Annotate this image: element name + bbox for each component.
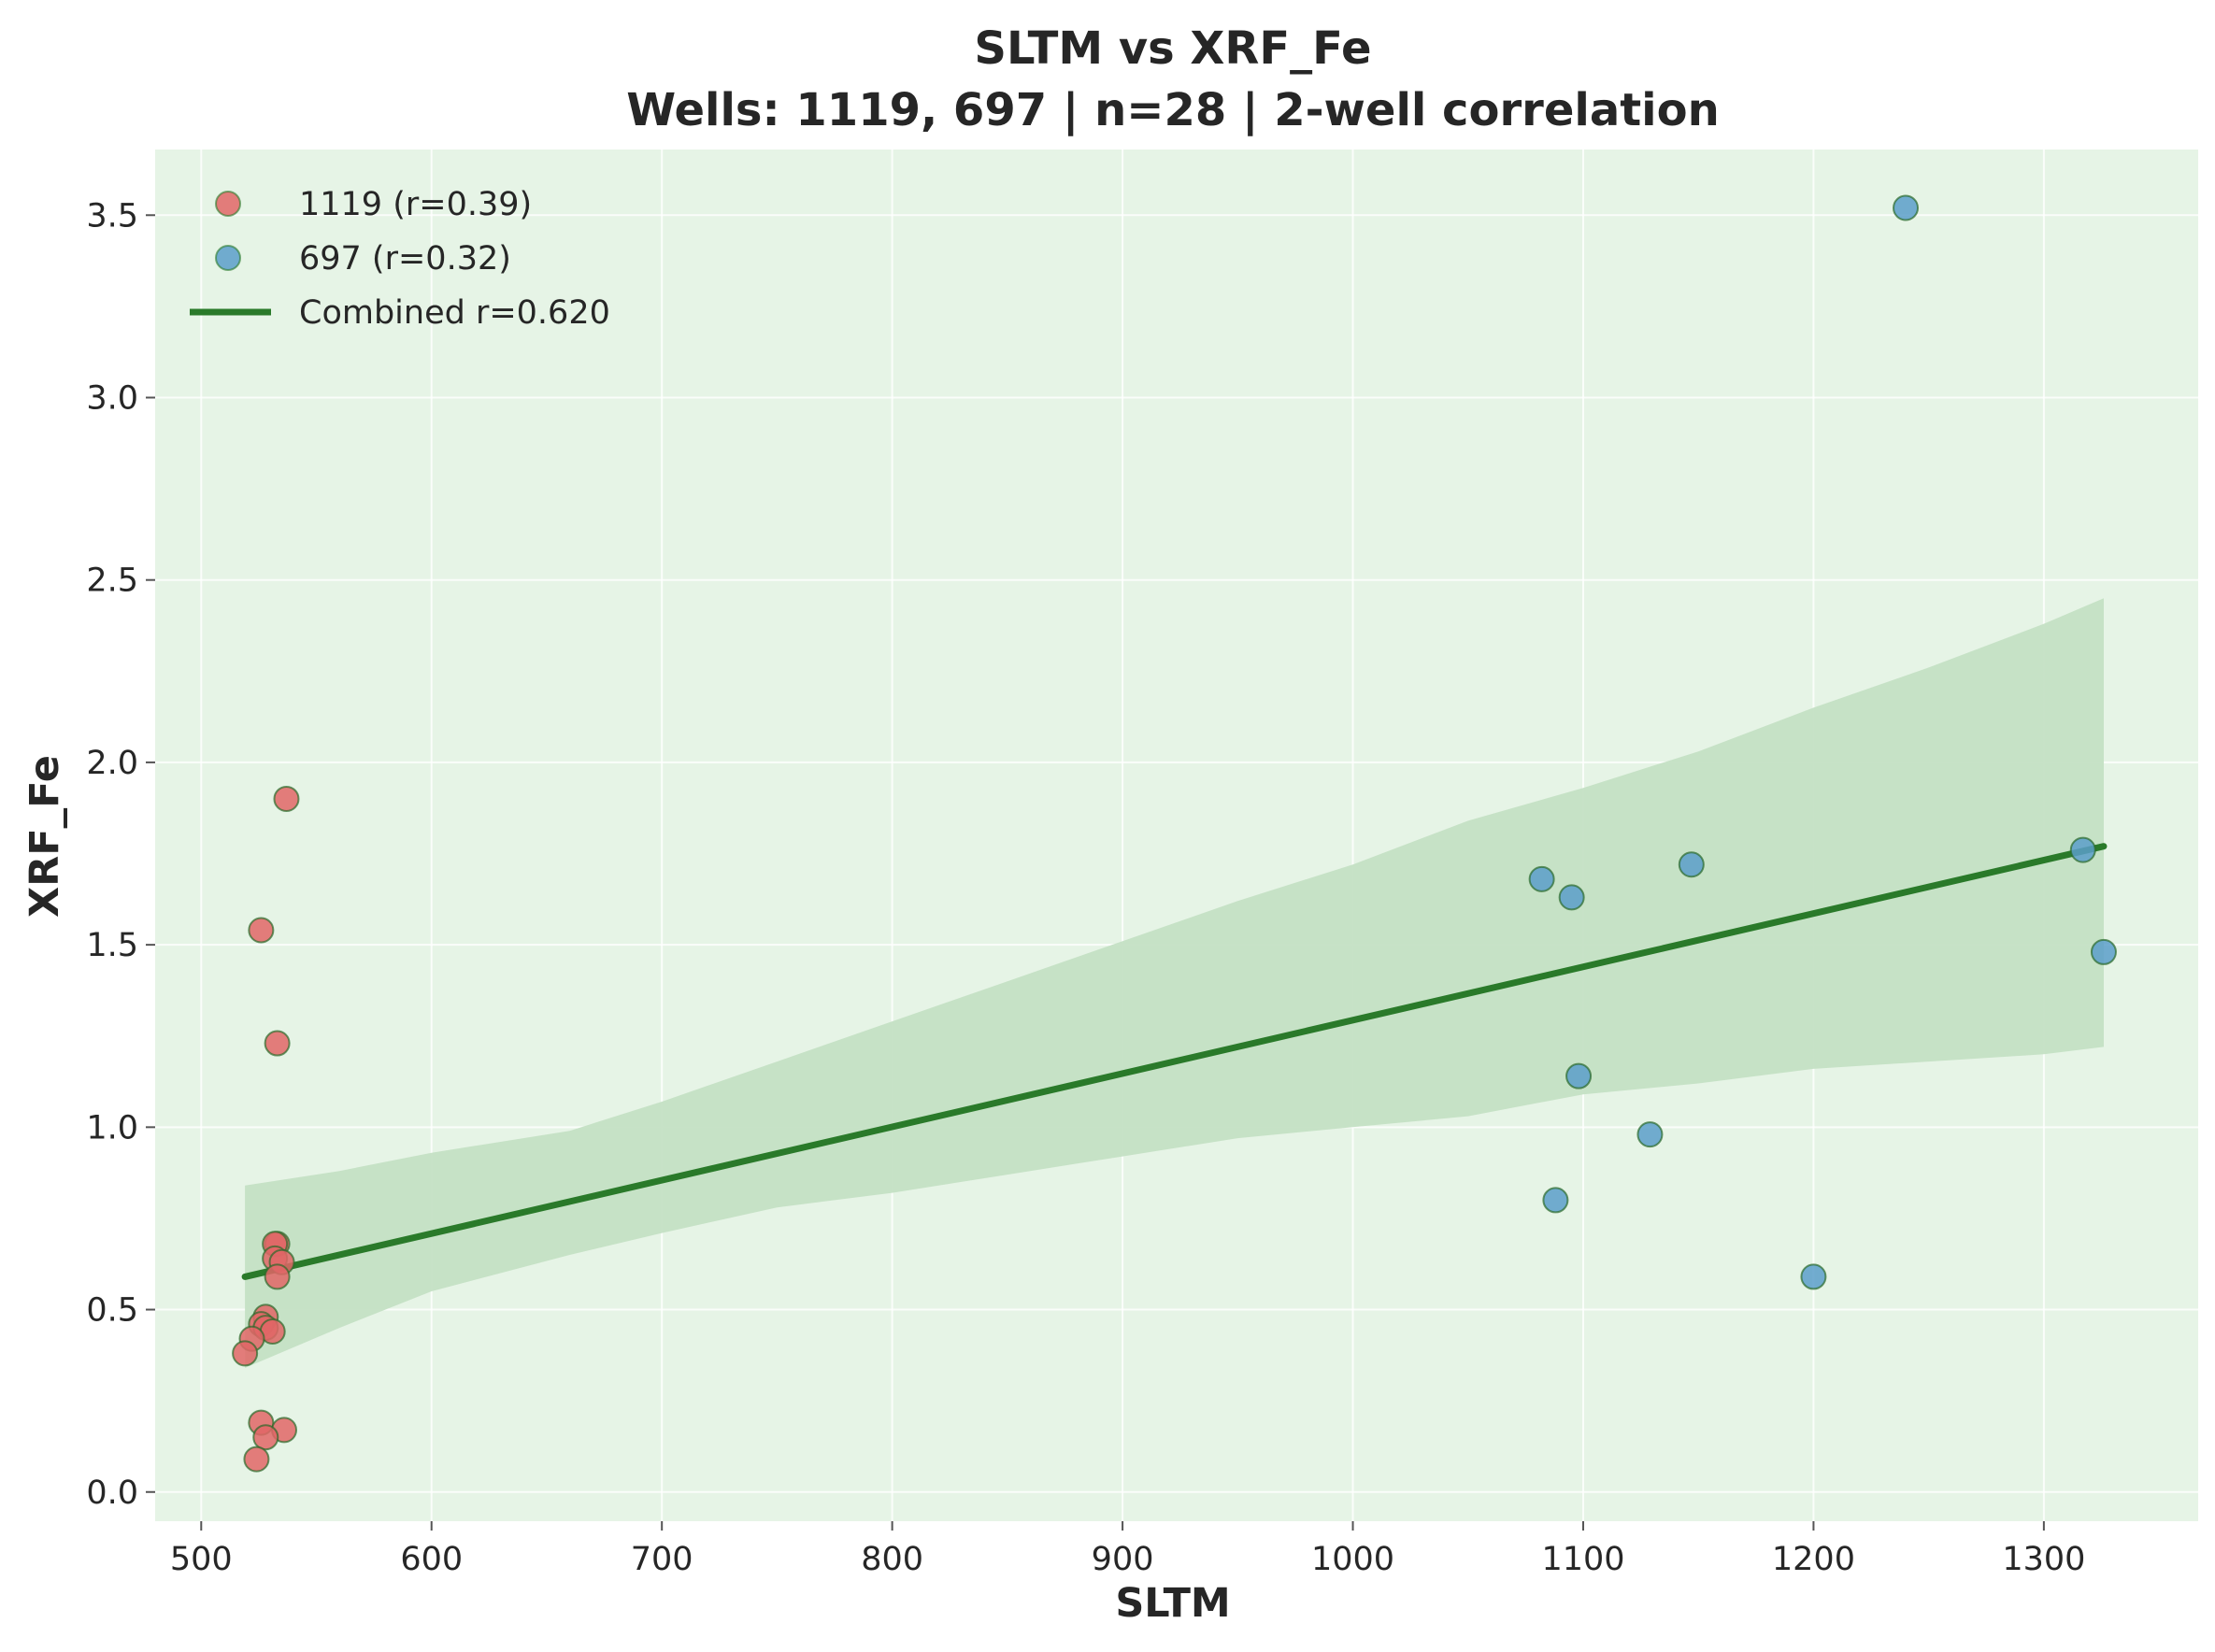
legend-label-1119: 1119 (r=0.39)	[299, 186, 532, 223]
point-697	[1558, 884, 1585, 911]
point-697	[1678, 851, 1705, 878]
y-tick-label: 2.0	[86, 745, 138, 782]
y-tick-label: 1.5	[86, 927, 138, 964]
point-697	[1528, 865, 1555, 892]
point-1119	[232, 1340, 259, 1367]
y-tick-label: 2.5	[86, 563, 138, 600]
fit-line	[241, 843, 2108, 1280]
y-axis-label: XRF_Fe	[21, 755, 68, 918]
confidence-band-layer	[245, 598, 2105, 1368]
point-697	[1636, 1121, 1664, 1148]
point-1119	[264, 1263, 291, 1290]
point-1119	[248, 917, 275, 944]
legend-label-combined: Combined r=0.620	[299, 294, 610, 332]
point-697	[1565, 1062, 1593, 1089]
point-1119	[264, 1030, 291, 1057]
legend: 1119 (r=0.39) 697 (r=0.32) Combined r=0.…	[190, 186, 610, 332]
chart-subtitle: Wells: 1119, 697 | n=28 | 2-well correla…	[626, 84, 1720, 136]
legend-swatch-1119	[215, 191, 241, 217]
x-tick-label: 900	[1092, 1541, 1154, 1578]
x-tick-label: 1200	[1772, 1541, 1855, 1578]
y-tick-label: 0.5	[86, 1292, 138, 1330]
x-tick-label: 500	[170, 1541, 233, 1578]
x-tick-label: 600	[400, 1541, 463, 1578]
point-1119	[273, 785, 300, 812]
x-tick-label: 700	[631, 1541, 693, 1578]
y-tick-label: 1.0	[86, 1109, 138, 1146]
x-tick-label: 1100	[1541, 1541, 1624, 1578]
x-axis-label: SLTM	[1115, 1580, 1230, 1627]
legend-swatch-697	[215, 245, 241, 271]
y-tick-label: 0.0	[86, 1474, 138, 1512]
point-1119	[243, 1446, 270, 1473]
point-697	[1542, 1187, 1569, 1214]
x-tick-label: 800	[861, 1541, 923, 1578]
point-697	[2069, 836, 2096, 863]
point-697	[2090, 938, 2117, 965]
chart-title: SLTM vs XRF_Fe	[974, 22, 1371, 75]
confidence-band	[245, 598, 2105, 1368]
legend-label-697: 697 (r=0.32)	[299, 240, 511, 278]
point-697	[1800, 1263, 1827, 1290]
y-tick-label: 3.0	[86, 379, 138, 417]
y-axis-ticks: 0.0 0.5 1.0 1.5 2.0 2.5 3.0 3.5	[86, 197, 155, 1512]
point-697	[1893, 194, 1920, 221]
x-tick-label: 1300	[2002, 1541, 2085, 1578]
x-axis-ticks: 500 600 700 800 900 1000 1100 1200 1300	[170, 1521, 2085, 1578]
data-points	[232, 194, 2117, 1473]
x-tick-label: 1000	[1311, 1541, 1394, 1578]
y-tick-label: 3.5	[86, 197, 138, 235]
fit-line-layer	[241, 843, 2108, 1280]
point-1119	[252, 1424, 279, 1451]
